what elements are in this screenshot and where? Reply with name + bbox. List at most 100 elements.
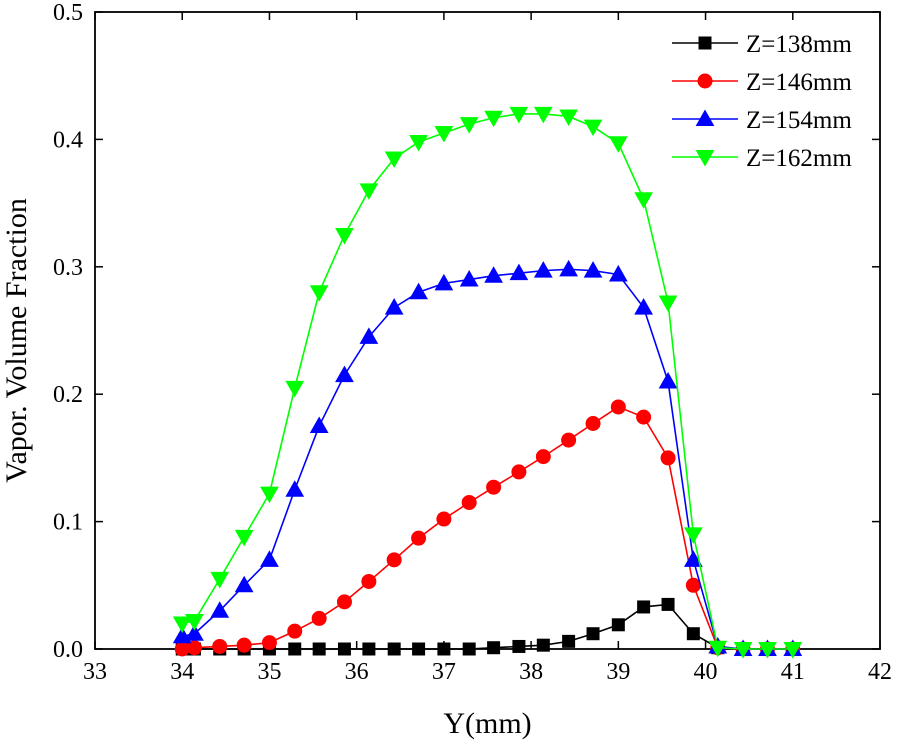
data-point <box>335 227 354 245</box>
legend-entry: Z=154mm <box>672 107 852 134</box>
data-point <box>686 627 700 641</box>
data-point <box>185 613 204 631</box>
y-tick-label: 0.5 <box>53 0 83 26</box>
data-point <box>661 597 675 611</box>
data-point <box>261 635 277 651</box>
data-point <box>509 106 529 124</box>
data-point <box>533 106 553 124</box>
data-point <box>512 639 526 653</box>
data-point <box>484 266 503 283</box>
y-tick-label: 0.2 <box>53 382 83 408</box>
data-point <box>509 263 529 281</box>
data-point <box>610 399 626 415</box>
data-point <box>434 126 454 143</box>
data-point <box>459 270 479 287</box>
legend-marker <box>698 36 712 50</box>
data-point <box>611 618 625 632</box>
data-point <box>559 109 578 126</box>
data-point <box>562 634 576 648</box>
data-point <box>359 327 379 344</box>
legend-marker <box>695 150 715 167</box>
data-point <box>536 638 550 652</box>
data-point <box>359 183 379 200</box>
data-point <box>660 450 676 466</box>
y-tick-label: 0.4 <box>53 127 83 153</box>
data-point <box>409 282 428 300</box>
x-tick-label: 40 <box>694 659 718 685</box>
y-tick-label: 0.3 <box>53 255 83 281</box>
data-point <box>384 298 404 315</box>
data-point <box>285 480 305 497</box>
y-tick-label: 0.1 <box>53 510 83 536</box>
data-point <box>658 371 678 389</box>
data-point <box>260 550 279 567</box>
data-point <box>583 119 603 137</box>
data-point <box>436 511 452 527</box>
legend-label: Z=162mm <box>746 145 852 172</box>
data-point <box>260 486 279 504</box>
x-tick-label: 41 <box>781 659 805 685</box>
y-tick-label: 0.0 <box>53 637 83 663</box>
series-line <box>182 268 793 650</box>
legend-label: Z=146mm <box>746 69 852 96</box>
data-point <box>172 616 192 634</box>
x-tick-label: 35 <box>257 659 281 685</box>
x-tick-label: 38 <box>519 659 543 685</box>
data-point <box>583 261 603 278</box>
data-point <box>636 409 652 425</box>
data-point <box>586 627 600 641</box>
data-point <box>634 298 653 315</box>
data-point <box>462 642 476 656</box>
x-tick-label: 33 <box>83 659 107 685</box>
data-point <box>234 529 254 547</box>
data-point <box>185 624 204 641</box>
data-point <box>708 640 728 658</box>
data-point <box>585 416 601 432</box>
data-point <box>459 117 479 134</box>
data-point <box>561 432 577 448</box>
x-tick-label: 42 <box>868 659 892 685</box>
legend-entry: Z=146mm <box>672 69 852 96</box>
data-point <box>210 571 230 589</box>
data-point <box>312 642 326 656</box>
series-z-162mm <box>172 106 803 659</box>
data-point <box>533 261 553 278</box>
data-point <box>412 642 426 656</box>
data-point <box>336 594 352 610</box>
x-tick-label: 36 <box>345 659 369 685</box>
data-point <box>608 136 628 153</box>
data-point <box>186 640 202 656</box>
data-point <box>409 134 428 152</box>
data-point <box>311 610 327 626</box>
legend-label: Z=138mm <box>746 31 852 58</box>
data-point <box>637 600 651 614</box>
data-point <box>437 642 451 656</box>
legend: Z=138mm Z=146mm Z=154mm Z=162mm <box>672 31 852 172</box>
data-point <box>288 642 302 656</box>
data-point <box>309 285 329 302</box>
data-point <box>236 637 252 653</box>
data-point <box>384 151 404 169</box>
data-point <box>434 273 454 291</box>
legend-marker <box>695 109 715 126</box>
y-axis-title: Vapor. Volume Fraction <box>0 198 33 483</box>
data-point <box>733 642 753 659</box>
data-point <box>337 642 351 656</box>
data-point <box>758 642 777 659</box>
legend-marker <box>697 73 713 89</box>
x-tick-label: 37 <box>432 659 456 685</box>
data-point <box>683 550 703 567</box>
data-point <box>285 380 305 398</box>
legend-entry: Z=162mm <box>672 145 852 172</box>
data-point <box>783 642 803 659</box>
data-point <box>608 264 628 282</box>
data-point <box>309 416 329 434</box>
data-point <box>634 192 653 209</box>
data-point <box>212 638 228 654</box>
data-point <box>484 110 503 128</box>
data-point <box>486 479 502 495</box>
data-point <box>683 527 703 544</box>
data-point <box>461 494 477 510</box>
data-point <box>411 530 427 546</box>
